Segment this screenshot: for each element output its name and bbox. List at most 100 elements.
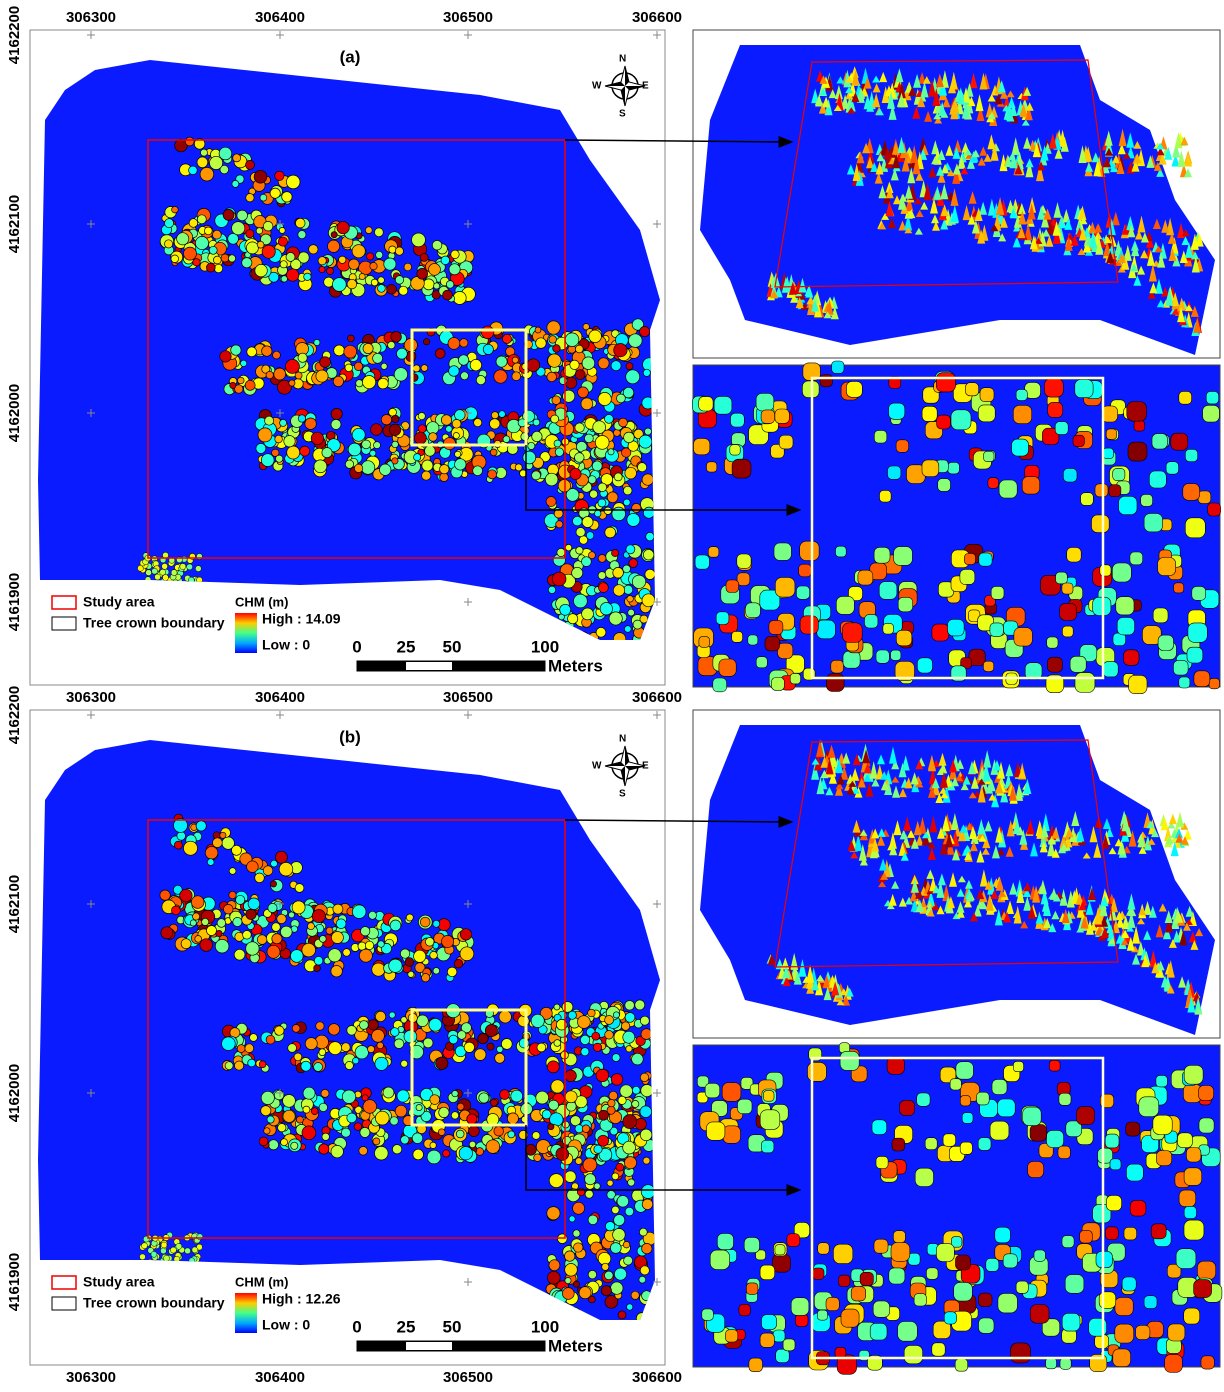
crown: [401, 1060, 408, 1067]
zoom-crown: [1049, 1060, 1060, 1071]
crown: [314, 1063, 323, 1072]
zoom-crown: [1153, 1115, 1172, 1134]
crown: [224, 904, 234, 914]
crown: [624, 432, 635, 443]
crown: [165, 219, 174, 228]
zoom-crown: [874, 1239, 888, 1253]
crown: [487, 1043, 494, 1050]
compass-s: S: [619, 109, 626, 120]
crown: [619, 418, 628, 427]
crown: [494, 370, 507, 383]
crown: [578, 1016, 591, 1029]
crown: [547, 321, 560, 334]
panel: 3063003064003065003066003063003064003065…: [6, 6, 1221, 706]
crown: [371, 279, 378, 286]
crown: [562, 1288, 574, 1300]
zoom-crown: [964, 554, 975, 565]
zoom-crown: [978, 405, 995, 422]
crown: [292, 901, 305, 914]
crown: [422, 460, 433, 471]
crown: [618, 1096, 626, 1104]
crown: [359, 1147, 368, 1156]
crown: [185, 1248, 191, 1254]
zoom-crown: [922, 460, 939, 477]
zoom-crown: [843, 623, 863, 643]
crown: [331, 932, 343, 944]
crown: [421, 365, 428, 372]
crown: [508, 1131, 515, 1138]
crown: [223, 209, 234, 220]
crown: [623, 1115, 637, 1129]
crown: [389, 246, 396, 253]
crown: [314, 965, 321, 972]
zoom-crown: [1158, 635, 1173, 650]
crown: [151, 1251, 157, 1257]
crown: [270, 188, 280, 198]
zoom-crown: [936, 1244, 954, 1262]
crown: [301, 1061, 311, 1071]
zoom-crown: [1192, 586, 1206, 600]
crown: [624, 1256, 633, 1265]
crown: [554, 1040, 561, 1047]
zoom-crown: [874, 431, 887, 444]
zoom-crown: [1070, 656, 1086, 672]
crown: [451, 250, 459, 258]
zoom-crown: [896, 630, 912, 646]
zoom-crown: [896, 440, 909, 453]
crown: [576, 547, 583, 554]
zoom-crown: [1203, 405, 1220, 422]
crown: [459, 1147, 472, 1160]
zoom-crown: [705, 1083, 720, 1098]
crown: [635, 1000, 645, 1010]
crown: [627, 513, 640, 526]
crown: [266, 1035, 275, 1044]
x-tick-label: 306600: [632, 689, 682, 706]
crown: [605, 415, 614, 424]
zoom-crown: [900, 1100, 915, 1115]
crown: [490, 419, 500, 429]
zoom-crown: [744, 1237, 759, 1252]
zoom-crown: [1105, 1227, 1118, 1240]
zoom-crown: [765, 636, 780, 651]
crown: [311, 432, 323, 444]
crown: [600, 603, 612, 615]
zoom-crown: [956, 1255, 971, 1270]
crown: [454, 959, 463, 968]
compass-n: N: [619, 54, 626, 65]
zoom-crown: [917, 1093, 930, 1106]
crown: [425, 446, 436, 457]
zoom-crown: [879, 582, 897, 600]
crown: [284, 436, 295, 447]
zoom-crown: [1012, 439, 1029, 456]
crown: [511, 1090, 523, 1102]
crown: [160, 1248, 166, 1254]
crown: [458, 355, 468, 365]
zoom-crown: [1095, 484, 1108, 497]
crown: [425, 938, 434, 947]
crown: [609, 612, 622, 625]
crown: [549, 1260, 560, 1271]
crown: [355, 1046, 368, 1059]
zoom-crown: [762, 1315, 777, 1330]
zoom-crown: [948, 462, 960, 474]
legend-ramp: [235, 1293, 257, 1333]
crown: [417, 1015, 429, 1027]
crown: [626, 363, 633, 370]
crown: [202, 918, 209, 925]
crown: [632, 1086, 640, 1094]
zoom-crown: [1016, 389, 1027, 400]
crown: [547, 372, 557, 382]
crown: [321, 1089, 329, 1097]
crown: [412, 233, 426, 247]
crown: [625, 1001, 635, 1011]
crown: [640, 1016, 649, 1025]
crown: [590, 490, 598, 498]
zoom-crown: [944, 1312, 956, 1324]
crown: [298, 415, 305, 422]
crown: [359, 274, 365, 280]
crown: [629, 559, 638, 568]
crown: [583, 1158, 597, 1172]
zoom-crown: [995, 1227, 1011, 1243]
crown: [294, 1053, 302, 1061]
crown: [436, 1057, 448, 1069]
